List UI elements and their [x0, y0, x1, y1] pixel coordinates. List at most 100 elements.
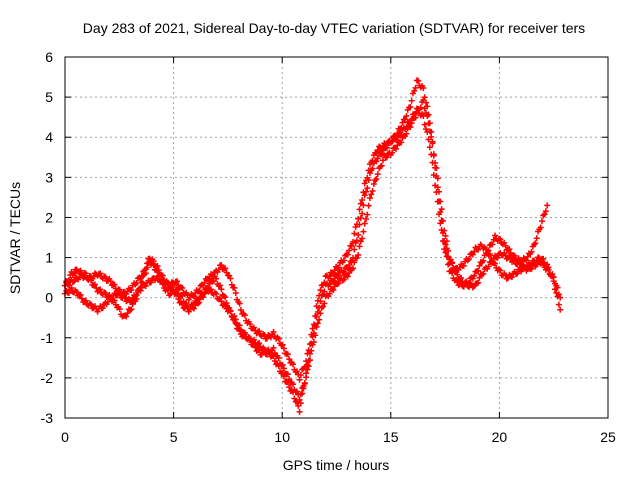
data-point [279, 341, 286, 348]
data-point [373, 150, 380, 157]
data-point [142, 266, 149, 273]
data-point [511, 256, 518, 263]
data-point [73, 289, 80, 296]
y-tick-label: -1 [41, 330, 54, 346]
data-point [174, 278, 181, 285]
data-point [399, 119, 406, 126]
data-point [150, 258, 157, 265]
data-point [486, 251, 493, 258]
data-point [438, 217, 445, 224]
data-point [301, 364, 308, 371]
data-point [310, 338, 317, 345]
data-point [217, 282, 224, 289]
data-point [441, 238, 448, 245]
data-point [280, 345, 287, 352]
data-point [492, 232, 499, 239]
data-point [170, 286, 177, 293]
data-point [155, 267, 162, 274]
data-point [321, 288, 328, 295]
data-point [555, 301, 562, 308]
data-point [256, 340, 263, 347]
data-point [305, 347, 312, 354]
data-point [196, 287, 203, 294]
data-point [313, 303, 320, 310]
data-point [307, 357, 314, 364]
data-point [321, 279, 328, 286]
data-point [286, 356, 293, 363]
data-point [488, 255, 495, 262]
series-track-c [62, 77, 564, 383]
data-point [330, 270, 337, 277]
data-point [77, 267, 84, 274]
data-point [293, 388, 300, 395]
data-point [356, 243, 363, 250]
data-point [128, 306, 135, 313]
data-point [279, 361, 286, 368]
data-point [317, 287, 324, 294]
grid [64, 56, 609, 419]
data-point [552, 286, 559, 293]
x-tick-label: 10 [274, 429, 290, 445]
data-point [310, 321, 317, 328]
data-point [350, 265, 357, 272]
data-point [476, 274, 483, 281]
data-point [138, 272, 145, 279]
data-point [506, 246, 513, 253]
data-point [412, 84, 419, 91]
data-point [365, 167, 372, 174]
data-point [187, 305, 194, 312]
data-point [71, 270, 78, 277]
data-point [497, 267, 504, 274]
data-point [296, 396, 303, 403]
data-point [369, 165, 376, 172]
y-tick-label: -3 [41, 410, 54, 426]
data-point [218, 298, 225, 305]
data-point [247, 320, 254, 327]
data-point [137, 275, 144, 282]
data-point [436, 198, 443, 205]
data-point [389, 137, 396, 144]
data-point [344, 273, 351, 280]
data-point [321, 300, 328, 307]
data-point [449, 260, 456, 267]
x-tick-label: 5 [170, 429, 178, 445]
data-point [421, 94, 428, 101]
x-tick-label: 15 [383, 429, 399, 445]
data-point [97, 286, 104, 293]
data-point [256, 328, 263, 335]
data-point [241, 329, 248, 336]
data-point [475, 267, 482, 274]
x-axis-label: GPS time / hours [283, 457, 390, 473]
data-point [421, 121, 428, 128]
data-point [304, 350, 311, 357]
data-point [353, 254, 360, 261]
data-point [340, 268, 347, 275]
data-point [340, 276, 347, 283]
data-point [314, 320, 321, 327]
data-point [528, 248, 535, 255]
data-point [312, 312, 319, 319]
data-point [549, 273, 556, 280]
data-point [437, 208, 444, 215]
data-point [497, 236, 504, 243]
data-point [364, 211, 371, 218]
data-point [320, 303, 327, 310]
data-point [335, 272, 342, 279]
data-point [286, 376, 293, 383]
data-point [303, 374, 310, 381]
data-point [407, 124, 414, 131]
data-point [359, 197, 366, 204]
data-point [335, 280, 342, 287]
data-point [280, 365, 287, 372]
data-point [275, 354, 282, 361]
y-tick-label: -2 [41, 370, 54, 386]
data-point [359, 210, 366, 217]
data-point [309, 325, 316, 332]
data-point [346, 247, 353, 254]
data-point [297, 400, 304, 407]
data-point [270, 344, 277, 351]
data-point [346, 270, 353, 277]
data-point [443, 245, 450, 252]
data-point [361, 192, 368, 199]
